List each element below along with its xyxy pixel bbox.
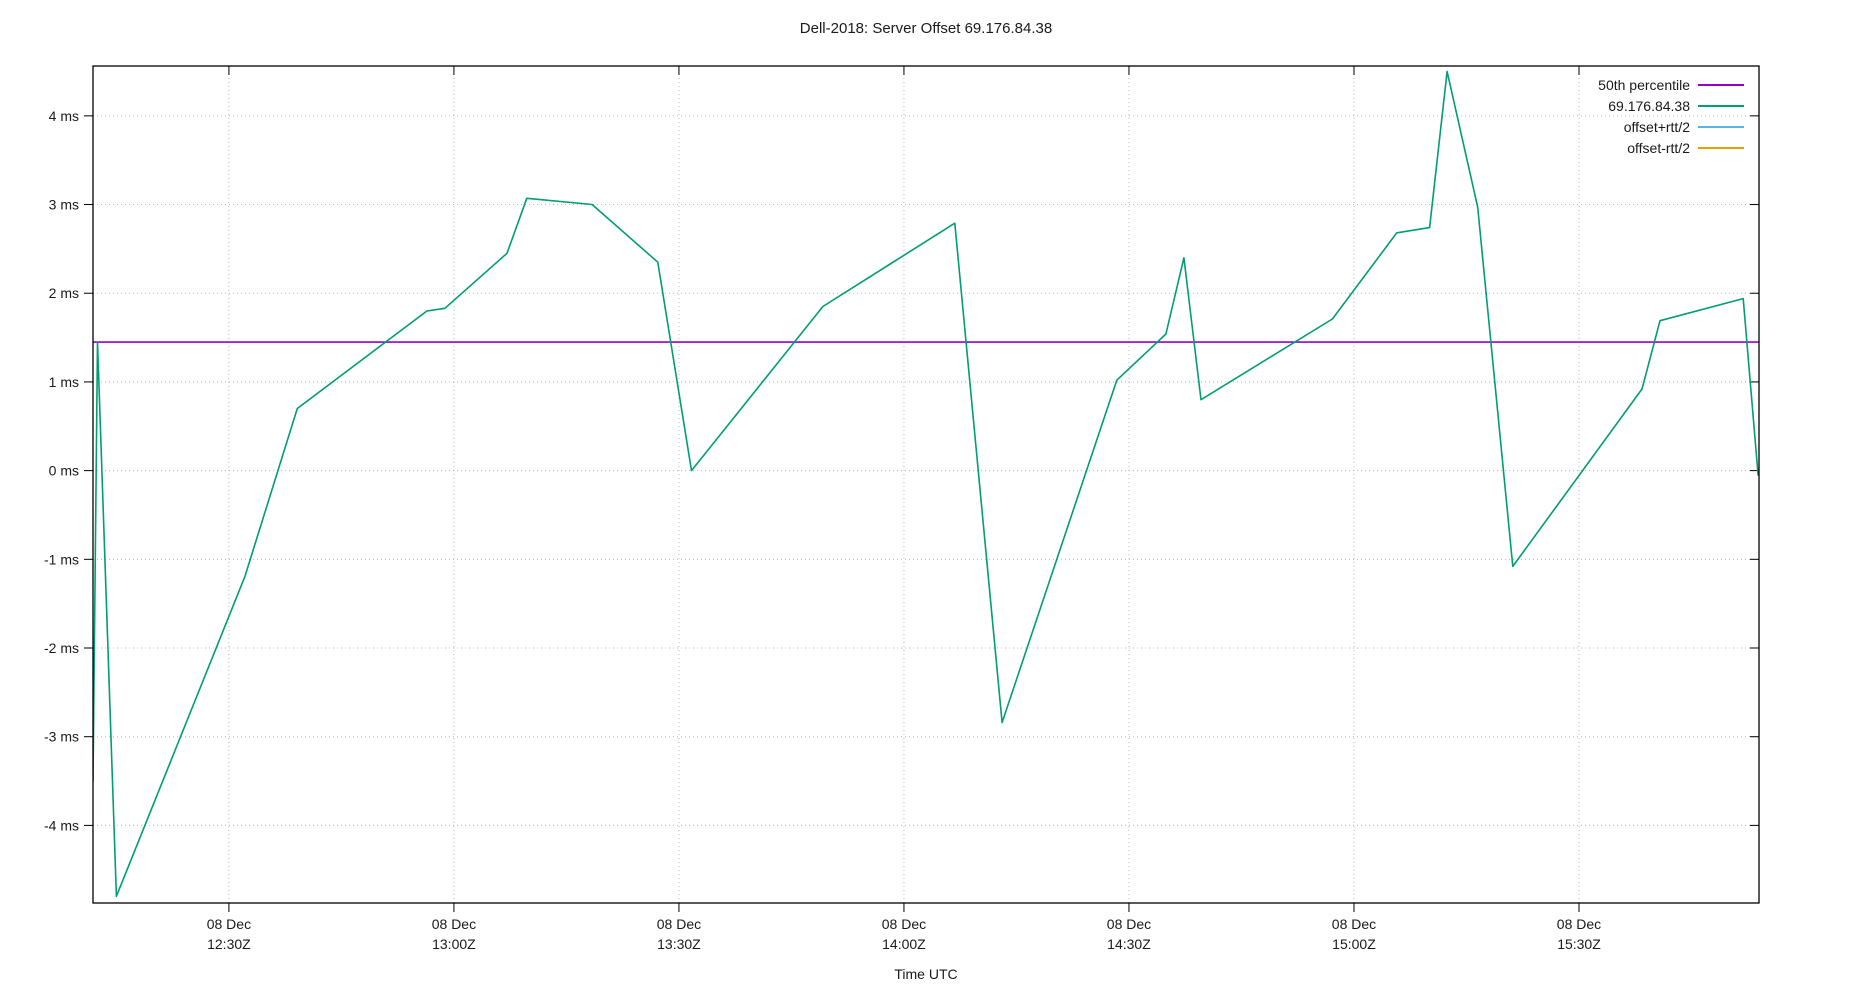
tick-marks [84,66,1759,912]
x-tick-label-time: 15:00Z [1332,936,1376,952]
x-tick-label-date: 08 Dec [1107,916,1151,932]
y-tick-label: -1 ms [44,551,79,567]
y-tick-label: 2 ms [49,285,79,301]
y-tick-label: -2 ms [44,640,79,656]
grid-lines [93,66,1759,903]
legend-label: offset+rtt/2 [1624,119,1690,135]
legend-row: offset+rtt/2 [1624,119,1744,135]
x-tick-label-time: 12:30Z [207,936,251,952]
series-group [93,70,1759,898]
legend: 50th percentile 69.176.84.38 offset+rtt/2 o… [1598,77,1744,156]
plot-border [92,65,1760,904]
legend-row: 69.176.84.38 [1608,98,1744,114]
tick-labels: 4 ms 3 ms 2 ms 1 ms 0 ms -1 ms -2 ms -3 ms -4 ms… [44,108,1601,952]
x-tick-label-date: 08 Dec [882,916,926,932]
x-tick-label-time: 15:30Z [1557,936,1601,952]
legend-row: offset-rtt/2 [1627,140,1744,156]
legend-label: 50th percentile [1598,77,1690,93]
x-tick-label-time: 13:00Z [432,936,476,952]
x-tick-label-date: 08 Dec [1557,916,1601,932]
x-tick-label-date: 08 Dec [657,916,701,932]
x-tick-label-time: 13:30Z [657,936,701,952]
y-tick-label: 1 ms [49,374,79,390]
legend-row: 50th percentile [1598,77,1744,93]
x-tick-label-date: 08 Dec [207,916,251,932]
series-line-69-176-84-38 [93,70,1759,898]
x-tick-label-date: 08 Dec [432,916,476,932]
legend-label: offset-rtt/2 [1627,140,1690,156]
y-tick-label: -3 ms [44,729,79,745]
y-tick-label: 4 ms [49,108,79,124]
chart-title: Dell-2018: Server Offset 69.176.84.38 [800,20,1052,37]
y-tick-label: 3 ms [49,197,79,213]
legend-label: 69.176.84.38 [1608,98,1690,114]
x-axis-label: Time UTC [894,966,957,982]
y-tick-label: -4 ms [44,817,79,833]
x-tick-label-time: 14:00Z [882,936,926,952]
x-tick-label-time: 14:30Z [1107,936,1151,952]
y-tick-label: 0 ms [49,463,79,479]
x-tick-label-date: 08 Dec [1332,916,1376,932]
